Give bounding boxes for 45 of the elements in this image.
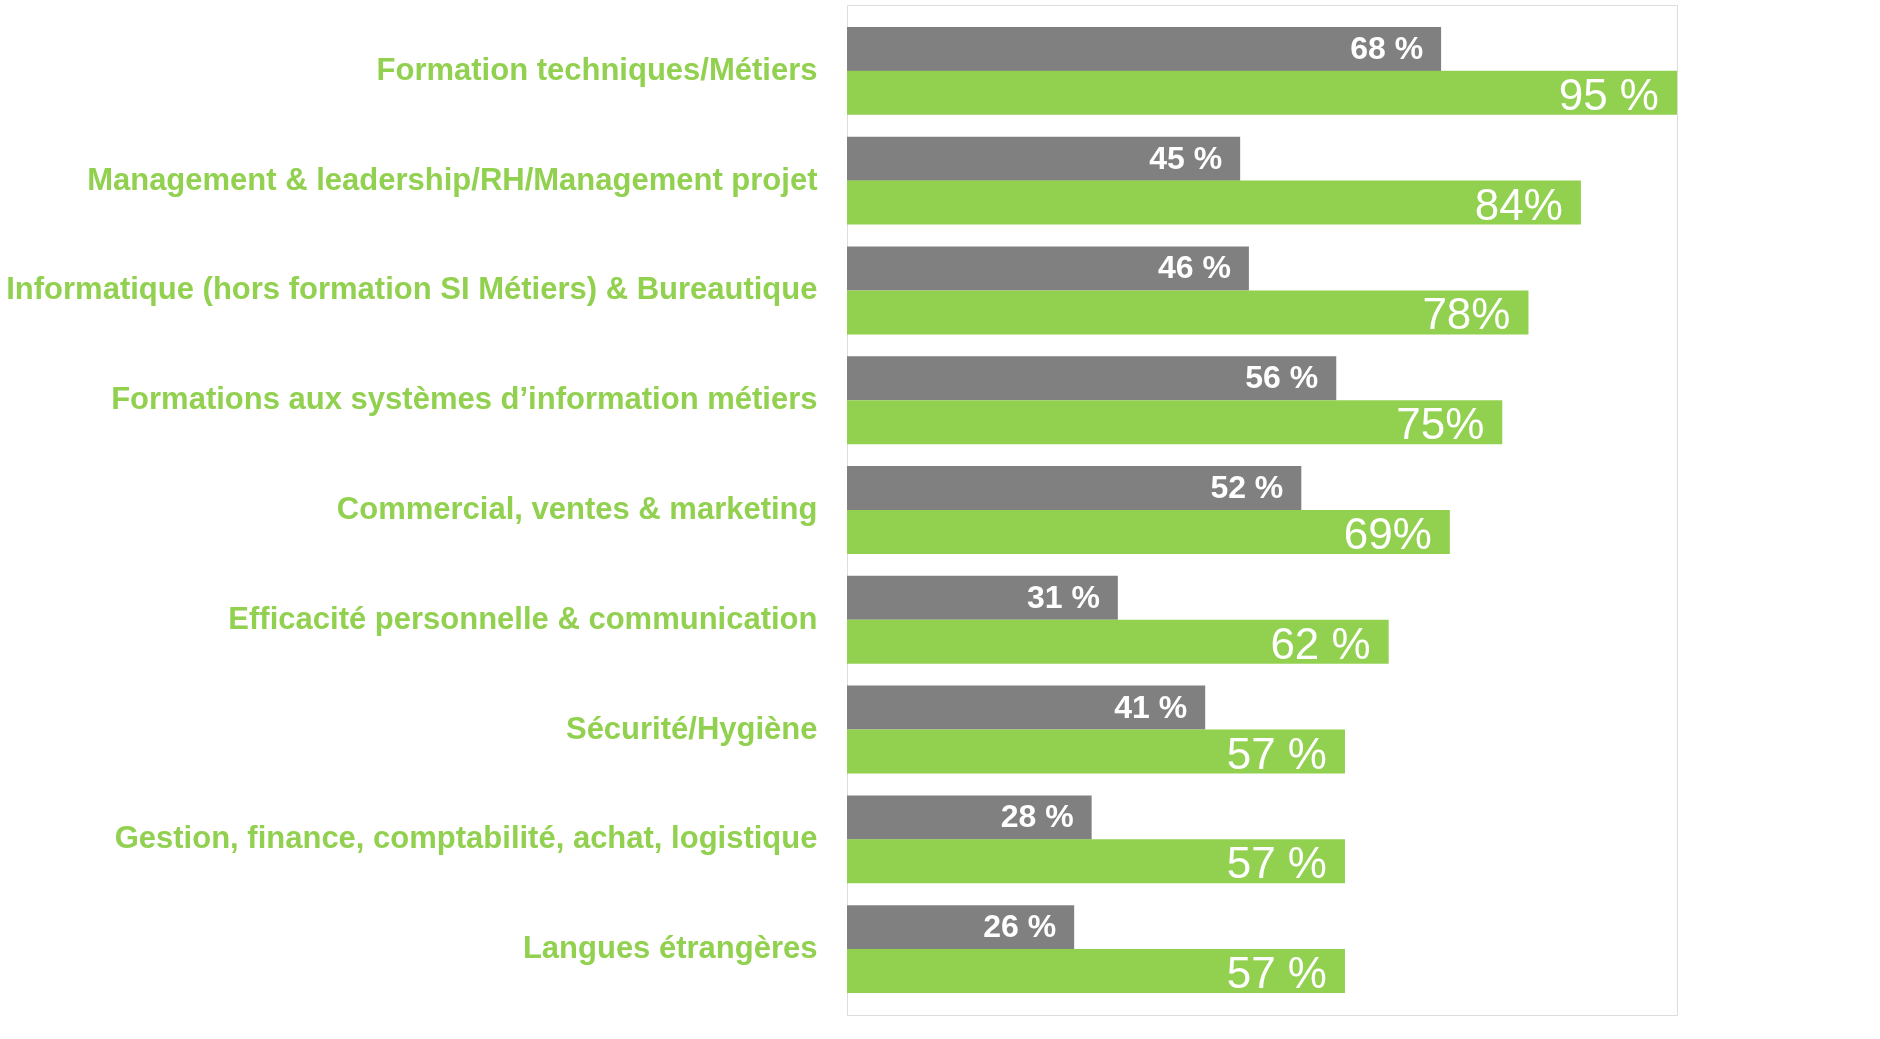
bar bbox=[847, 729, 1345, 774]
bar bbox=[847, 795, 1092, 840]
data-label: 28 % bbox=[1000, 798, 1074, 835]
bar bbox=[847, 949, 1345, 994]
y-tick-label: Commercial, ventes & marketing bbox=[336, 491, 818, 526]
y-tick-label: Gestion, finance, comptabilité, achat, logistique bbox=[114, 820, 818, 856]
y-tick-label: Management & leadership/RH/Management projet bbox=[87, 161, 818, 197]
bar bbox=[847, 509, 1450, 554]
data-label: 69% bbox=[1343, 508, 1432, 558]
data-label: 52 % bbox=[1210, 469, 1284, 506]
data-label: 75% bbox=[1396, 399, 1485, 449]
y-tick-label: Efficacité personnelle & communication bbox=[228, 600, 818, 636]
data-label: 84% bbox=[1474, 179, 1563, 229]
y-tick-label: Formation techniques/Métiers bbox=[376, 51, 818, 87]
bar bbox=[847, 290, 1529, 335]
data-label: 57 % bbox=[1226, 838, 1327, 888]
data-label: 78% bbox=[1422, 289, 1511, 339]
data-label: 68 % bbox=[1350, 29, 1424, 66]
bar bbox=[847, 70, 1677, 115]
data-label: 41 % bbox=[1114, 688, 1188, 725]
data-label: 57 % bbox=[1226, 948, 1327, 998]
data-label: 31 % bbox=[1026, 578, 1100, 615]
data-label: 46 % bbox=[1157, 249, 1231, 286]
bar bbox=[847, 905, 1075, 950]
bar bbox=[847, 575, 1118, 620]
data-label: 95 % bbox=[1558, 69, 1659, 119]
bar bbox=[847, 180, 1581, 225]
bar bbox=[847, 619, 1389, 664]
data-label: 57 % bbox=[1226, 728, 1327, 778]
bar bbox=[847, 685, 1206, 730]
bar bbox=[847, 136, 1241, 181]
bar bbox=[847, 26, 1442, 71]
data-label: 45 % bbox=[1149, 139, 1223, 176]
data-label: 62 % bbox=[1270, 618, 1371, 668]
bar bbox=[847, 356, 1337, 401]
bar bbox=[847, 246, 1249, 291]
y-tick-label: Langues étrangères bbox=[522, 930, 818, 966]
y-tick-label: Formations aux systèmes d’information métiers bbox=[111, 381, 818, 417]
bar bbox=[847, 466, 1302, 511]
bar bbox=[847, 400, 1503, 445]
y-tick-label: Informatique (hors formation SI Métiers) & Bureautique bbox=[6, 271, 818, 307]
y-tick-label: Sécurité/Hygiène bbox=[565, 710, 818, 746]
data-label: 26 % bbox=[983, 908, 1057, 945]
data-label: 56 % bbox=[1245, 359, 1319, 396]
bar bbox=[847, 839, 1345, 884]
